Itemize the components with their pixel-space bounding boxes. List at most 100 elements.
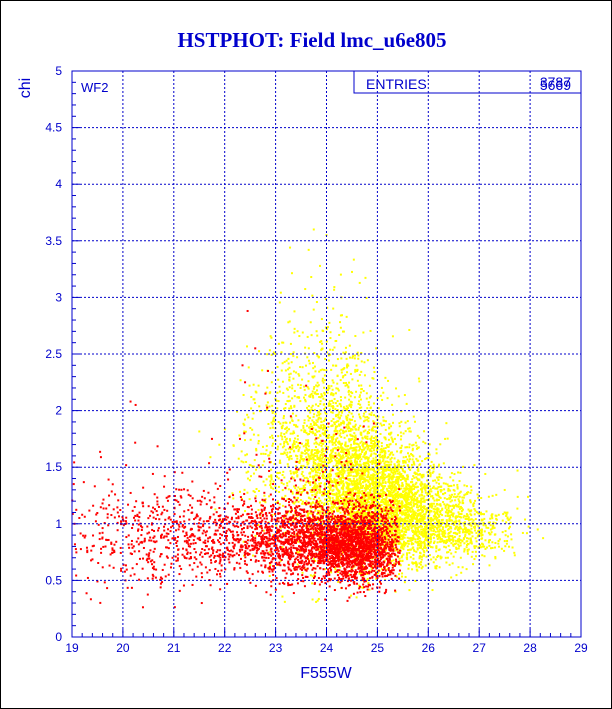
scatter-point: [327, 486, 330, 489]
scatter-point: [470, 542, 473, 545]
scatter-point: [288, 407, 291, 410]
scatter-point: [246, 477, 249, 480]
scatter-point: [440, 476, 443, 479]
scatter-point: [322, 397, 325, 400]
scatter-point: [361, 502, 364, 505]
scatter-point: [480, 496, 483, 499]
scatter-point: [321, 490, 324, 493]
scatter-point: [311, 404, 314, 407]
scatter-point: [398, 422, 401, 425]
scatter-point: [307, 419, 310, 422]
scatter-point: [409, 524, 412, 527]
scatter-point: [367, 425, 370, 428]
scatter-point: [390, 476, 393, 479]
scatter-point: [288, 510, 291, 513]
scatter-point: [412, 455, 415, 458]
scatter-point: [400, 435, 403, 438]
scatter-point: [415, 531, 418, 534]
scatter-point: [321, 494, 324, 497]
scatter-point: [347, 456, 350, 459]
scatter-point: [341, 314, 344, 317]
scatter-point: [362, 466, 365, 469]
scatter-point: [494, 522, 497, 525]
scatter-point: [473, 464, 476, 467]
scatter-point: [254, 495, 257, 498]
scatter-point: [360, 370, 363, 373]
scatter-point: [311, 532, 314, 535]
scatter-point: [295, 371, 298, 374]
scatter-point: [279, 559, 282, 562]
scatter-point: [352, 465, 355, 468]
scatter-point: [404, 503, 407, 506]
scatter-point: [326, 434, 329, 437]
scatter-point: [312, 432, 315, 435]
scatter-point: [439, 485, 442, 488]
scatter-point: [387, 563, 390, 566]
scatter-point: [323, 431, 326, 434]
scatter-point: [358, 407, 361, 410]
scatter-point: [358, 395, 361, 398]
scatter-point: [379, 394, 382, 397]
scatter-point: [408, 484, 411, 487]
scatter-point: [313, 442, 316, 445]
scatter-point: [395, 470, 398, 473]
scatter-point: [321, 368, 324, 371]
scatter-point: [345, 381, 348, 384]
scatter-point: [404, 575, 407, 578]
scatter-point: [432, 530, 435, 533]
scatter-point: [400, 495, 403, 498]
scatter-point: [445, 422, 448, 425]
scatter-point: [294, 487, 297, 490]
scatter-point: [448, 517, 451, 520]
scatter-point: [298, 335, 301, 338]
scatter-point: [452, 544, 455, 547]
scatter-point: [322, 381, 325, 384]
scatter-point: [331, 407, 334, 410]
scatter-point: [432, 507, 435, 510]
scatter-point: [244, 439, 247, 442]
scatter-point: [381, 449, 384, 452]
scatter-point: [402, 553, 405, 556]
scatter-point: [380, 467, 383, 470]
scatter-point: [296, 330, 299, 333]
scatter-point: [347, 427, 350, 430]
scatter-point: [406, 503, 409, 506]
scatter-point: [318, 426, 321, 429]
scatter-point: [494, 555, 497, 558]
scatter-point: [334, 566, 337, 569]
scatter-point: [509, 521, 512, 524]
scatter-point: [471, 521, 474, 524]
scatter-point: [376, 397, 379, 400]
scatter-point: [317, 436, 320, 439]
scatter-point: [308, 432, 311, 435]
scatter-point: [439, 504, 442, 507]
scatter-point: [366, 430, 369, 433]
scatter-point: [410, 452, 413, 455]
scatter-point: [353, 448, 356, 451]
scatter-point: [289, 342, 292, 345]
scatter-point: [321, 511, 324, 514]
scatter-point: [495, 518, 498, 521]
scatter-point: [392, 421, 395, 424]
scatter-point: [364, 462, 367, 465]
scatter-point: [279, 434, 282, 437]
scatter-point: [425, 509, 428, 512]
scatter-point: [336, 437, 339, 440]
scatter-point: [346, 416, 349, 419]
scatter-point: [391, 491, 394, 494]
scatter-point: [429, 475, 432, 478]
scatter-point: [304, 452, 307, 455]
scatter-point: [409, 468, 412, 471]
scatter-point: [271, 434, 274, 437]
scatter-point: [326, 326, 329, 329]
scatter-point: [349, 372, 352, 375]
scatter-point: [366, 501, 369, 504]
scatter-point: [363, 453, 366, 456]
scatter-point: [472, 563, 475, 566]
scatter-point: [375, 423, 378, 426]
scatter-point: [319, 396, 322, 399]
scatter-point: [390, 485, 393, 488]
scatter-point: [370, 482, 373, 485]
scatter-point: [384, 530, 387, 533]
scatter-point: [338, 473, 341, 476]
